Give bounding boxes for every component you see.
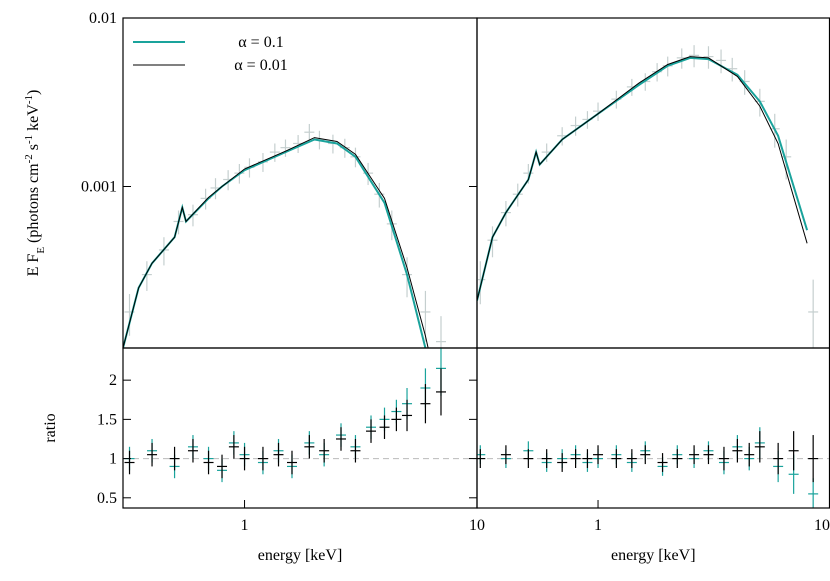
data-point [557,127,568,146]
data-point [187,438,198,463]
data-point [808,478,819,508]
data-point [435,316,446,348]
data-point [570,116,581,136]
data-point [158,237,169,266]
data-point [541,449,552,468]
plot-area [123,348,477,483]
data-point [304,123,315,142]
data-point [319,438,330,463]
x-tick-label: 1 [594,517,602,534]
data-point [420,290,431,342]
data-point [808,435,819,483]
data-point [203,450,214,475]
data-point [402,399,413,432]
y-tick-label: 0.001 [81,178,117,195]
data-point [435,368,446,416]
y-axis-label: ratio [42,413,59,442]
legend-label: α = 0.01 [234,57,287,74]
legend-label: α = 0.1 [238,34,283,51]
data-point [703,445,714,465]
data-point [689,445,700,465]
data-point [477,261,486,305]
data-point [500,445,511,465]
frame [476,347,830,509]
frame [122,347,478,509]
data-point [657,453,668,472]
data-point [366,419,377,443]
data-point [716,49,727,74]
y-tick-label: 0.01 [89,10,117,27]
data-point [640,445,651,465]
data-point [228,435,239,459]
data-point [217,454,228,479]
data-point [689,45,700,68]
data-point [788,431,799,471]
data-point [557,453,568,472]
frame [476,17,830,349]
data-point [286,450,297,475]
plot-area [123,123,446,348]
data-point [391,407,402,432]
data-point [269,143,280,162]
frame [122,17,478,349]
data-point [124,294,135,336]
y-tick-label: 1.5 [97,411,117,428]
data-point [239,446,250,471]
data-point [273,442,284,467]
plot-area [477,427,830,508]
y-tick-label: 2 [109,372,117,389]
data-point [672,449,683,468]
data-point [280,139,291,157]
data-point [773,442,784,475]
data-point [727,57,738,82]
data-point [754,431,765,463]
data-point [379,415,390,439]
data-point [477,449,486,468]
data-point [570,449,581,468]
data-point [626,449,637,468]
data-point [732,438,743,463]
y-axis-label: E FE (photons cm-2 s-1 keV-1) [23,90,47,277]
data-point [744,442,755,467]
data-point [420,384,431,424]
model-line [477,56,809,301]
data-point [582,449,593,468]
model-line [123,138,427,348]
data-point [350,438,361,463]
x-axis-label: energy [keV] [258,547,343,564]
model-line [123,137,429,348]
data-point [257,446,268,471]
x-tick-label: 10 [469,517,485,534]
data-point [169,446,180,471]
data-point [124,450,135,475]
y-tick-label: 1 [109,451,117,468]
y-tick-label: 0.5 [97,490,117,507]
x-tick-label: 10 [814,517,830,534]
data-point [611,449,622,468]
data-point [523,449,534,468]
data-point [304,435,315,459]
data-point [147,442,158,467]
data-point [808,279,819,348]
data-point [593,445,604,465]
plot-area [477,45,819,348]
x-tick-label: 1 [241,517,249,534]
data-point [336,427,347,451]
data-point [718,446,729,471]
model-line [477,56,808,301]
x-axis-label: energy [keV] [611,547,696,564]
